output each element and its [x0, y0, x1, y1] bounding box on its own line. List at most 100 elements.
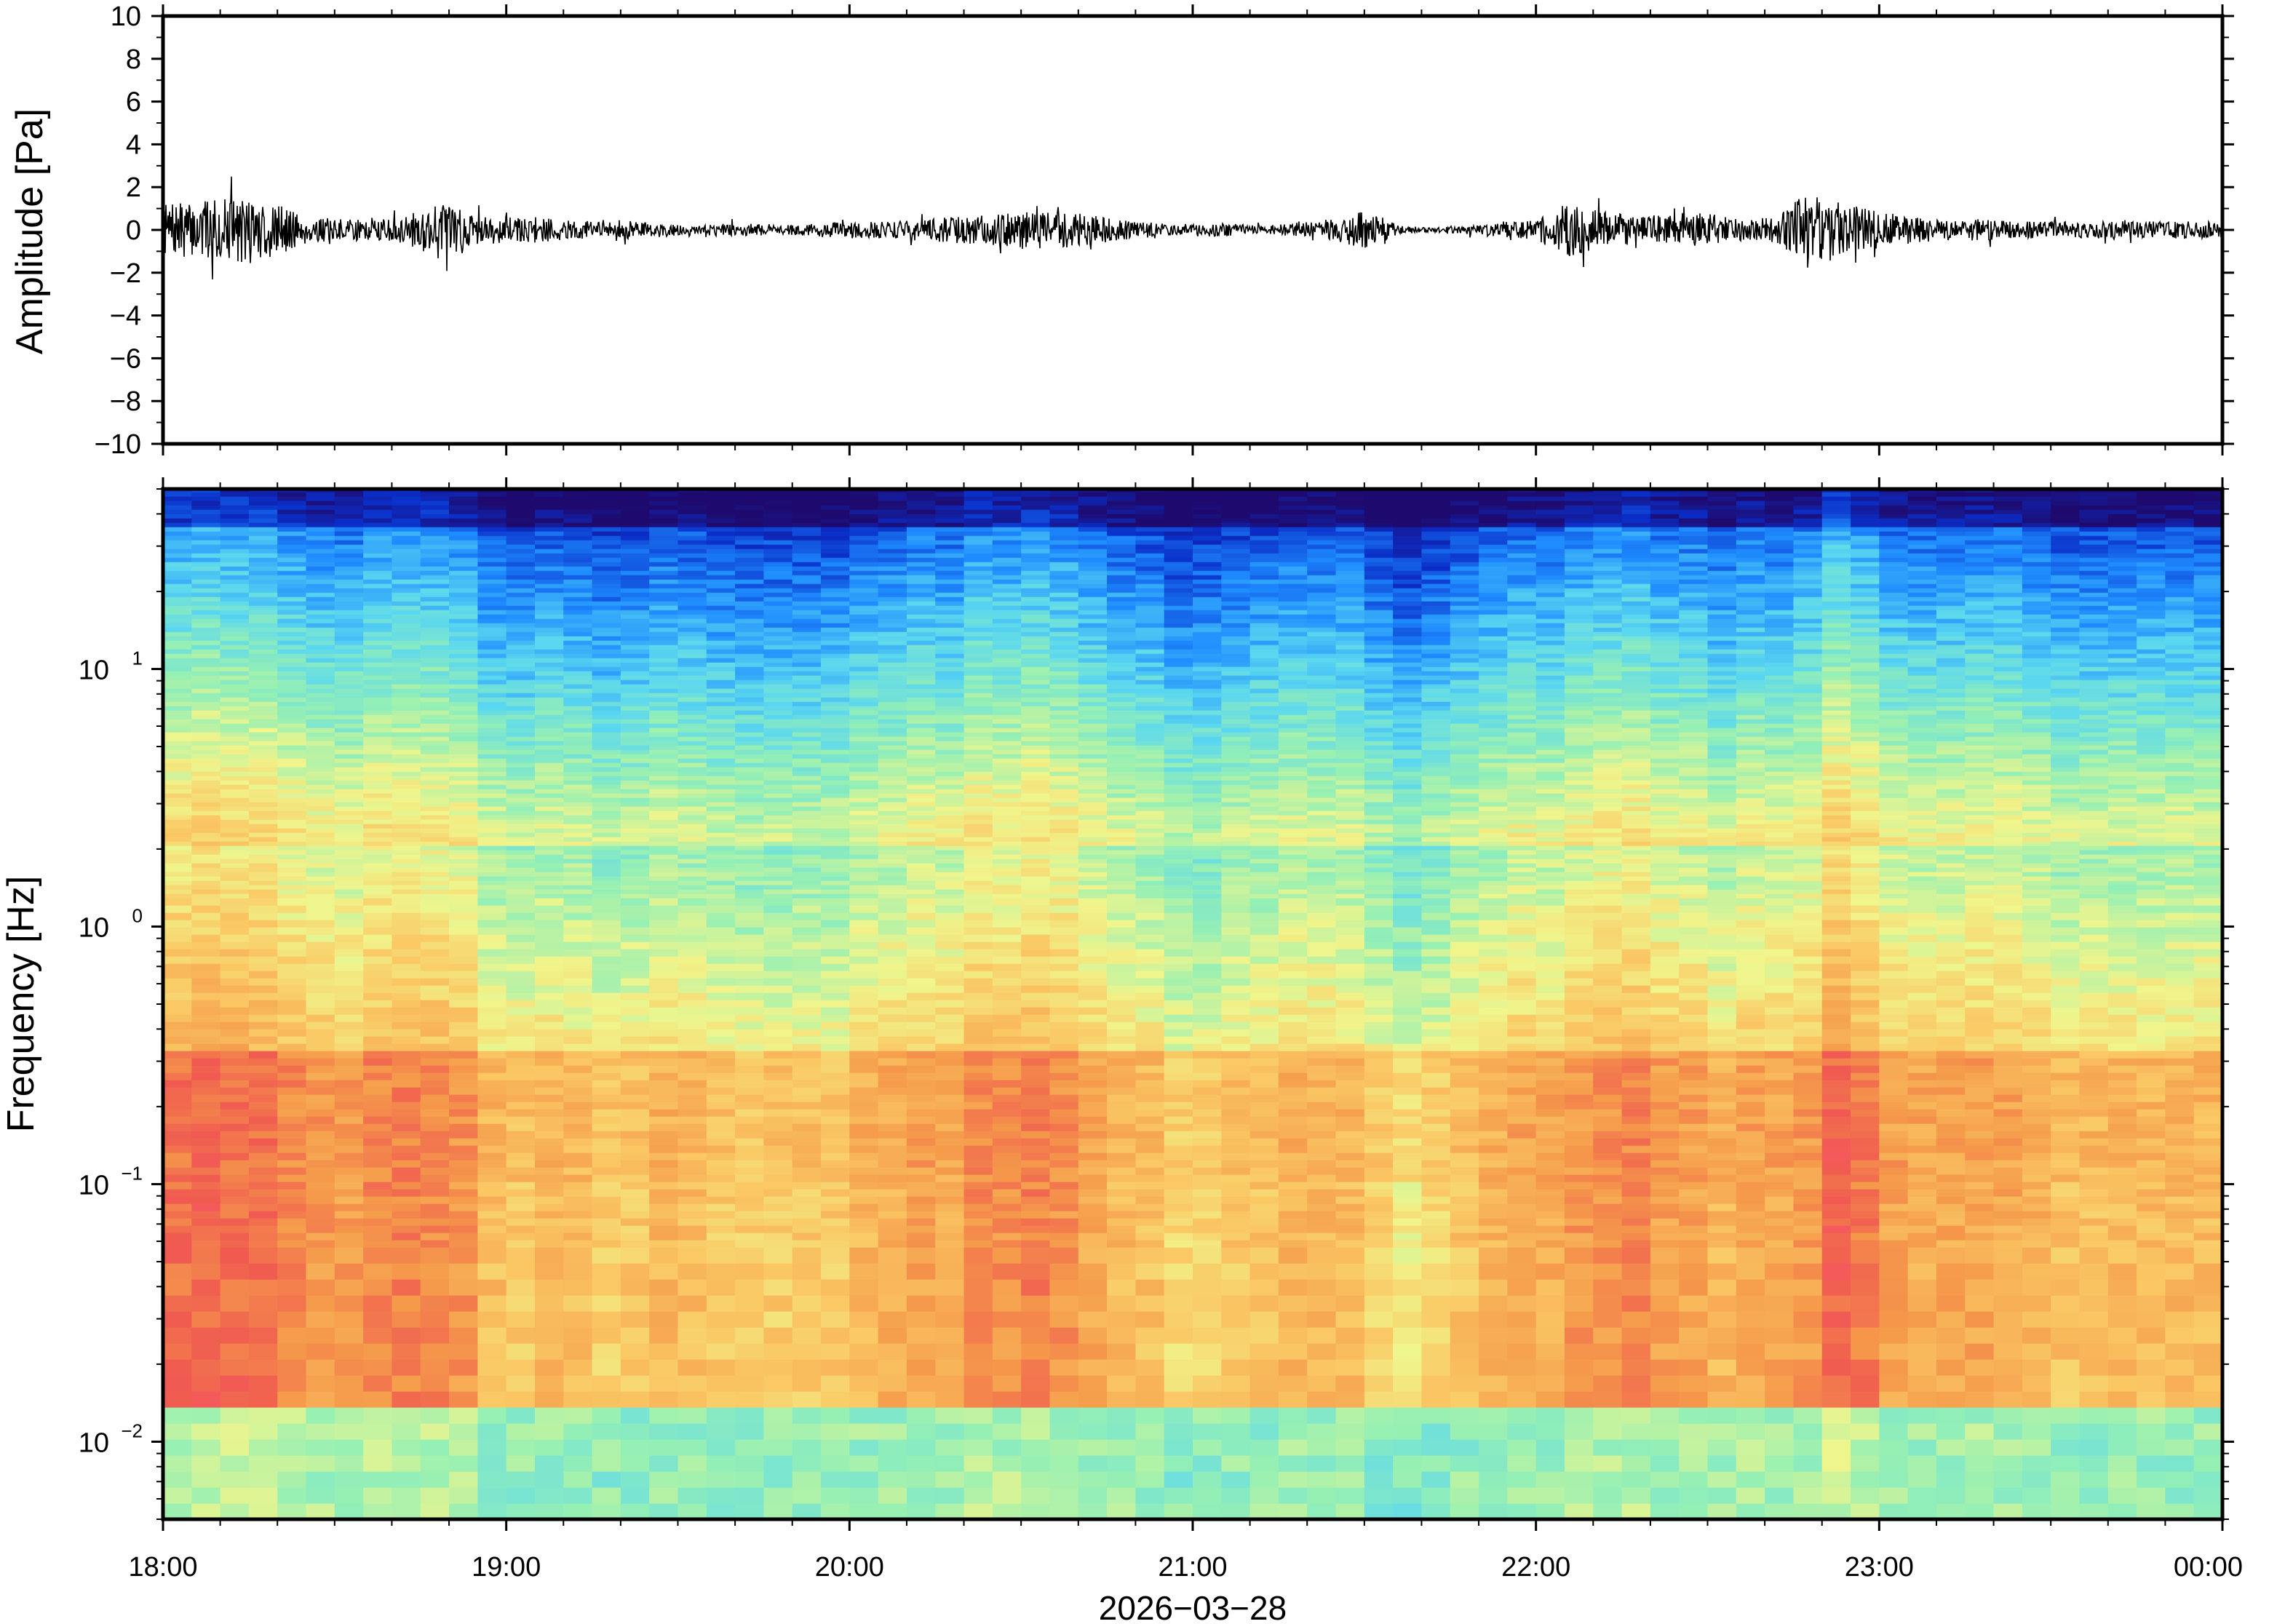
spectrogram-cell	[763, 719, 793, 724]
spectrogram-cell	[963, 557, 993, 562]
spectrogram-cell	[849, 658, 879, 663]
spectrogram-cell	[248, 780, 278, 785]
spectrogram-cell	[392, 741, 421, 746]
spectrogram-cell	[592, 828, 621, 833]
spectrogram-cell	[248, 956, 278, 964]
spectrogram-cell	[649, 527, 679, 532]
spectrogram-cell	[677, 632, 707, 637]
spectrogram-cell	[334, 763, 364, 768]
spectrogram-cell	[363, 1051, 393, 1059]
spectrogram-cell	[677, 614, 707, 619]
spectrogram-cell	[878, 579, 907, 584]
spectrogram-cell	[677, 854, 707, 859]
spectrogram-cell	[935, 1182, 965, 1190]
spectrogram-cell	[191, 1487, 221, 1504]
spectrogram-cell	[506, 597, 536, 602]
spectrogram-cell	[1021, 1455, 1051, 1472]
spectrogram-cell	[392, 1102, 421, 1110]
spectrogram-cell	[420, 1123, 450, 1131]
spectrogram-cell	[363, 505, 393, 510]
spectrogram-cell	[191, 771, 221, 776]
spectrogram-cell	[306, 1014, 335, 1022]
spectrogram-cell	[363, 920, 393, 928]
spectrogram-cell	[963, 1423, 993, 1440]
spectrogram-cell	[821, 618, 850, 624]
spectrogram-cell	[649, 1487, 679, 1504]
spectrogram-cell	[363, 522, 393, 528]
spectrogram-cell	[420, 1455, 450, 1472]
spectrogram-cell	[849, 1167, 879, 1175]
spectrogram-cell	[163, 942, 192, 950]
spectrogram-cell	[677, 1007, 707, 1015]
spectrogram-cell	[477, 758, 507, 763]
spectrogram-cell	[534, 1036, 564, 1044]
spectrogram-cell	[763, 732, 793, 737]
spectrogram-cell	[821, 566, 850, 571]
spectrogram-cell	[420, 850, 450, 855]
spectrogram-cell	[735, 1087, 765, 1095]
spectrogram-cell	[849, 859, 879, 864]
spectrogram-cell	[506, 1131, 536, 1139]
spectrogram-cell	[677, 1189, 707, 1197]
spectrogram-cell	[248, 1000, 278, 1008]
spectrogram-column	[563, 489, 593, 1519]
spectrogram-cell	[735, 789, 765, 794]
spectrogram-cell	[963, 1058, 993, 1066]
spectrogram-cell	[935, 693, 965, 698]
spectrogram-cell	[935, 514, 965, 519]
spectrogram-cell	[420, 845, 450, 851]
spectrogram-cell	[392, 1263, 421, 1280]
spectrogram-cell	[821, 797, 850, 803]
spectrogram-cell	[1021, 1029, 1051, 1037]
spectrogram-cell	[906, 575, 936, 580]
spectrogram-cell	[878, 693, 907, 698]
spectrogram-cell	[821, 1022, 850, 1030]
spectrogram-cell	[592, 934, 621, 942]
spectrogram-cell	[306, 863, 335, 868]
spectrogram-cell	[649, 614, 679, 619]
spectrogram-cell	[420, 618, 450, 624]
spectrogram-cell	[677, 662, 707, 667]
spectrogram-cell	[763, 623, 793, 628]
spectrogram-cell	[763, 850, 793, 855]
spectrogram-cell	[163, 706, 192, 711]
spectrogram-cell	[849, 662, 879, 667]
spectrogram-cell	[849, 684, 879, 689]
spectrogram-cell	[906, 684, 936, 689]
spectrogram-cell	[449, 942, 478, 950]
spectrogram-cell	[935, 557, 965, 562]
spectrogram-cell	[306, 1138, 335, 1146]
spectrogram-cell	[277, 1160, 307, 1168]
spectrogram-cell	[821, 863, 850, 868]
spectrogram-cell	[163, 723, 192, 728]
spectrogram-cell	[506, 763, 536, 768]
spectrogram-cell	[620, 784, 650, 789]
spectrogram-cell	[735, 1051, 765, 1059]
spectrogram-cell	[248, 688, 278, 693]
spectrogram-cell	[191, 1116, 221, 1124]
spectrogram-cell	[963, 1279, 993, 1296]
spectrogram-cell	[563, 601, 593, 606]
spectrogram-cell	[392, 1327, 421, 1344]
spectrogram-cell	[763, 1167, 793, 1175]
spectrogram-cell	[592, 784, 621, 789]
spectrogram-cell	[277, 584, 307, 589]
spectrogram-cell	[363, 1131, 393, 1139]
spectrogram-cell	[163, 501, 192, 506]
spectrogram-cell	[392, 749, 421, 755]
spectrogram-cell	[963, 1087, 993, 1095]
spectrogram-cell	[763, 985, 793, 993]
spectrogram-cell	[334, 671, 364, 676]
spectrogram-cell	[649, 867, 679, 872]
spectrogram-cell	[878, 706, 907, 711]
spectrogram-cell	[706, 1279, 736, 1296]
spectrogram-cell	[306, 850, 335, 855]
spectrogram-cell	[935, 1439, 965, 1456]
spectrogram-cell	[534, 1423, 564, 1440]
spectrogram-cell	[191, 1311, 221, 1328]
spectrogram-cell	[334, 1167, 364, 1175]
spectrogram-cell	[849, 1295, 879, 1312]
spectrogram-cell	[735, 912, 765, 920]
spectrogram-cell	[248, 837, 278, 842]
spectrogram-cell	[477, 741, 507, 746]
